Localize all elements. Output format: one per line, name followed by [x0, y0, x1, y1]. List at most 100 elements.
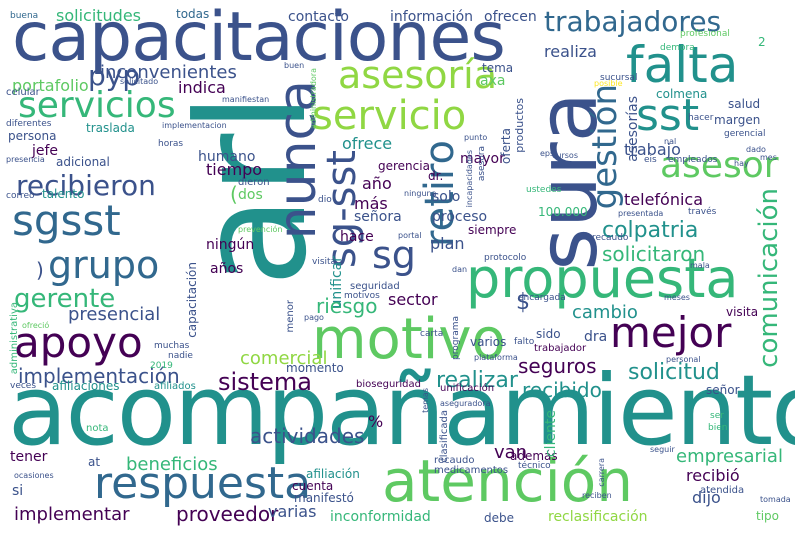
- word-open-paren: (: [230, 182, 238, 206]
- word-manifesto: manifestó: [294, 491, 354, 505]
- word-dieron: dieron: [238, 177, 270, 188]
- word-senora: señora: [354, 209, 402, 225]
- word-dio: dio: [318, 195, 332, 205]
- word-trabajador: trabajador: [534, 343, 587, 354]
- word-portafolio: portafolio: [12, 76, 89, 95]
- word-seguros: seguros: [518, 354, 597, 378]
- word-solicitado: solicitado: [120, 77, 159, 86]
- word-celular: celular: [6, 87, 40, 98]
- word-eis: eis: [644, 155, 657, 165]
- word-recaudo-2: recaudo: [592, 233, 629, 243]
- word-diferentes: diferentes: [6, 119, 52, 129]
- word-contacto: contacto: [288, 9, 349, 25]
- word-oferta: oferta: [499, 128, 513, 164]
- word-horas: horas: [158, 139, 184, 149]
- word-varias: varias: [268, 502, 317, 521]
- word-nadie: nadie: [168, 351, 193, 361]
- word-asesora: asesora: [477, 146, 487, 182]
- word-afiliaciones: afiliaciones: [52, 379, 120, 393]
- word-implementacion-small: implementacion: [162, 121, 227, 130]
- word-grupo: grupo: [48, 243, 160, 287]
- word-inconformidad: inconformidad: [330, 509, 431, 525]
- word-mala: mala: [690, 261, 710, 270]
- word-indica: indica: [178, 78, 226, 97]
- word-motivo: motivo: [312, 307, 506, 372]
- word-capacitaciones: capacitaciones: [12, 0, 506, 77]
- word-recibieron: recibieron: [16, 169, 156, 202]
- word-visita: visita: [726, 305, 759, 319]
- word-colmena: colmena: [656, 87, 708, 101]
- word-dra: dra: [584, 329, 608, 345]
- word-bioseguridad: bioseguridad: [356, 379, 422, 390]
- word-solicitaron: solicitaron: [602, 242, 706, 266]
- word-persona: persona: [8, 129, 57, 143]
- word-posible: posible: [594, 79, 623, 88]
- word-incapacidades: incapacidades: [465, 150, 474, 208]
- word-gerente: gerente: [14, 284, 116, 314]
- word-proveedor: proveedor: [176, 502, 279, 526]
- word-afiliados: afiliados: [154, 381, 196, 392]
- word-cliente: cliente: [543, 410, 559, 458]
- word-nota: nota: [86, 423, 109, 434]
- word-ocasiones: ocasiones: [14, 471, 54, 480]
- word-tener: tener: [10, 449, 48, 465]
- word-cuenta: cuenta: [292, 479, 334, 493]
- word-proceso: proceso: [432, 209, 488, 225]
- word-medicamentos: medicamentos: [434, 465, 509, 476]
- word-anos: años: [210, 261, 244, 277]
- word-close-paren: ): [36, 258, 44, 282]
- word-trabajo: trabajo: [624, 140, 681, 159]
- word-reciben: reciben: [582, 491, 612, 500]
- word-atencion: atención: [382, 447, 633, 515]
- word-dollar: $: [516, 290, 530, 315]
- word-acompanamiento: acompañamiento: [8, 354, 795, 467]
- word-buena: buena: [10, 11, 39, 21]
- word-aseguradora: aseguradora: [440, 399, 491, 408]
- word-tema: tema: [482, 61, 514, 75]
- word-gestion: gestión: [585, 84, 625, 210]
- word-correo: correo: [6, 191, 35, 201]
- word-portal: portal: [398, 231, 422, 240]
- word-servicios: servicios: [18, 85, 176, 126]
- word-axa: axa: [480, 73, 506, 89]
- word-afiliacion: afiliación: [306, 467, 360, 481]
- word-recibio: recibió: [686, 466, 740, 485]
- word-nal: nal: [664, 137, 677, 146]
- word-ofrecen: ofrecen: [484, 9, 537, 25]
- word-dan: dan: [452, 265, 468, 274]
- word-asesoria: asesoría: [338, 53, 497, 97]
- word-tiempo: tiempo: [206, 160, 263, 179]
- word-traslada: traslada: [86, 121, 135, 135]
- word-ningun: ningún: [206, 237, 255, 253]
- word-trabajadores: trabajadores: [544, 5, 722, 38]
- word-gerencial: gerencial: [724, 129, 766, 139]
- word-ademas: además: [510, 449, 558, 463]
- word-ano: año: [362, 174, 392, 193]
- word-encargada: encargada: [518, 293, 566, 303]
- word-asesor: asesor: [660, 145, 779, 186]
- word-carta: carta: [420, 329, 444, 339]
- word-cambio: cambio: [572, 302, 638, 323]
- word-realizar: realizar: [436, 368, 518, 393]
- word-sucursal: sucursal: [600, 73, 638, 83]
- word-administrativa: administrativa: [9, 302, 20, 375]
- word-recibido: recibido: [522, 378, 602, 402]
- word-dos: dos: [238, 187, 263, 203]
- word-adicional: adicional: [56, 155, 110, 169]
- word-hay: hay: [734, 159, 749, 168]
- word-temas: temas: [421, 388, 430, 413]
- word-ofrecio: ofreció: [22, 321, 50, 330]
- word-presentada: presentada: [618, 209, 664, 218]
- word-salud: salud: [728, 97, 761, 111]
- word-punto: punto: [464, 133, 488, 142]
- word-at: at: [88, 455, 101, 469]
- word-meses: meses: [664, 293, 690, 302]
- word-administradora: administradora: [309, 68, 318, 129]
- word-dado: dado: [746, 145, 766, 154]
- word-sector: sector: [388, 290, 438, 309]
- word-hacer: hacer: [688, 113, 714, 123]
- word-protocolo: protocolo: [484, 253, 527, 263]
- word-mes: mes: [760, 153, 777, 162]
- word-implementacion-2: implementación: [18, 364, 180, 388]
